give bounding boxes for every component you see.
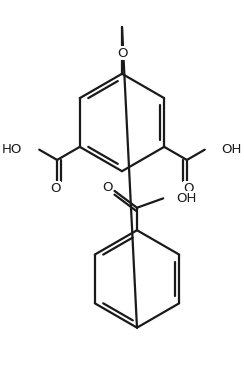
Text: O: O — [50, 181, 61, 195]
Text: OH: OH — [222, 143, 242, 156]
Text: HO: HO — [2, 143, 22, 156]
Text: O: O — [117, 46, 127, 60]
Text: O: O — [102, 181, 112, 194]
Text: OH: OH — [176, 192, 197, 205]
Text: O: O — [183, 181, 194, 195]
